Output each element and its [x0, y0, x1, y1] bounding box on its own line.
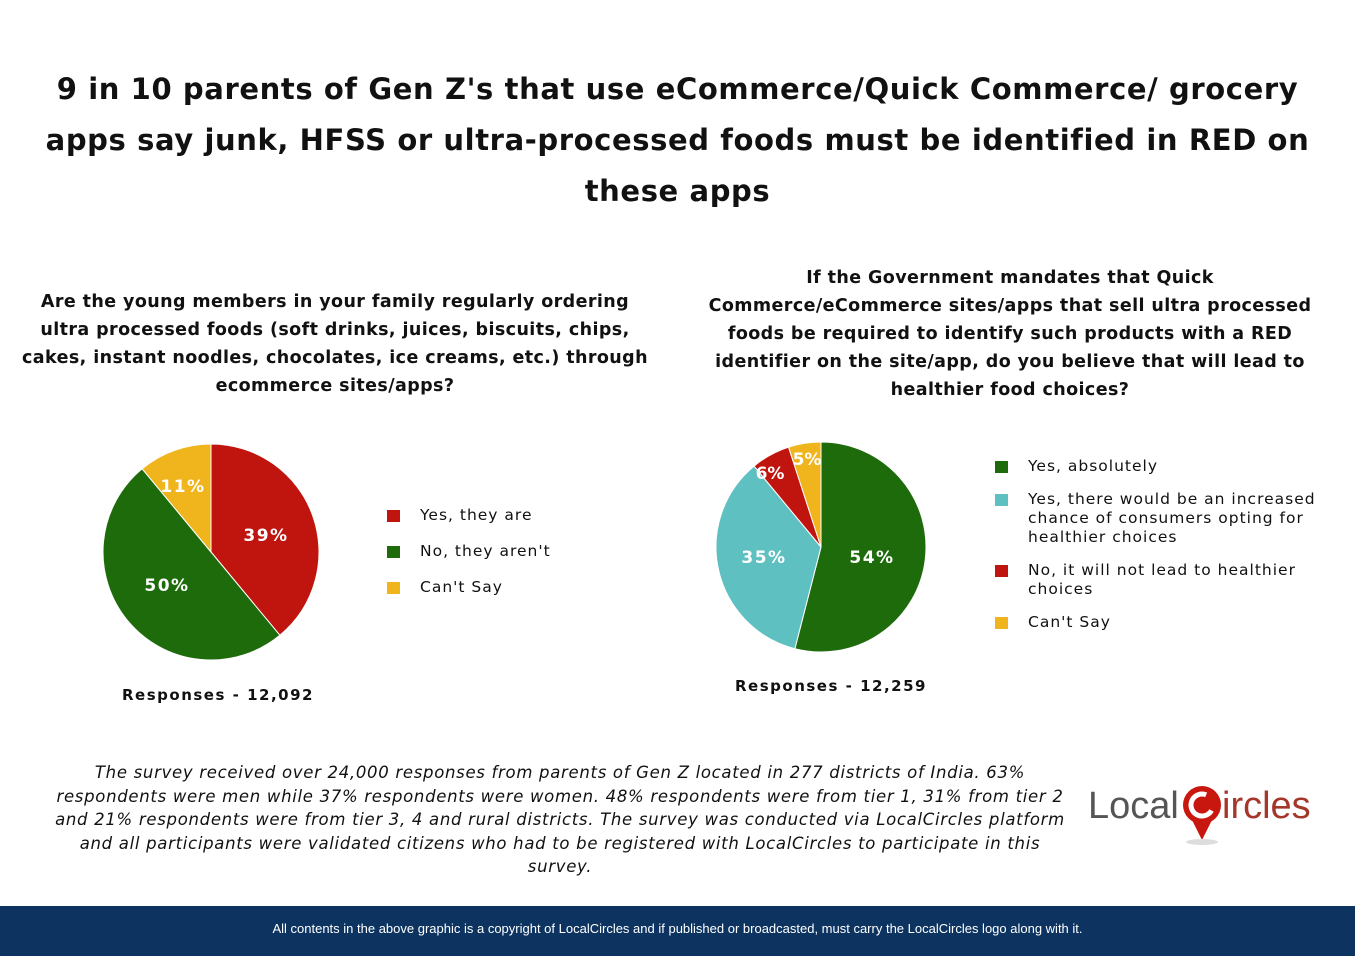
legend-swatch: [387, 546, 400, 558]
pie-data-label: 50%: [144, 576, 189, 596]
pie-slice: [794, 441, 927, 653]
pie-data-label: 5%: [793, 450, 822, 470]
pie-slice: [102, 468, 281, 661]
svg-text:Local: Local: [1088, 785, 1179, 827]
pie-data-label: 35%: [741, 548, 786, 568]
copyright-footer: All contents in the above graphic is a c…: [0, 906, 1355, 956]
chart2-legend: Yes, absolutely Yes, there would be an i…: [995, 457, 1335, 632]
legend-item: Can't Say: [995, 613, 1335, 632]
legend-label: Yes, they are: [420, 506, 533, 524]
legend-swatch: [387, 582, 400, 594]
pie-slice: [787, 441, 822, 548]
legend-label: Yes, there would be an increased chance …: [1028, 490, 1316, 546]
pie-slice: [715, 465, 822, 650]
pie-slice: [141, 443, 212, 554]
legend-swatch: [995, 617, 1008, 629]
legend-item: No, it will not lead to healthier choice…: [995, 561, 1335, 599]
pie-slice: [210, 443, 320, 636]
chart1-responses: Responses - 12,092: [122, 686, 314, 704]
pie-data-label: 39%: [243, 526, 288, 546]
legend-swatch: [995, 494, 1008, 506]
legend-swatch: [387, 510, 400, 522]
legend-label: No, they aren't: [420, 542, 551, 560]
legend-item: Yes, they are: [387, 506, 687, 525]
legend-item: Can't Say: [387, 578, 687, 597]
chart1-legend: Yes, they are No, they aren't Can't Say: [387, 506, 687, 597]
legend-item: Yes, absolutely: [995, 457, 1335, 476]
chart1-question: Are the young members in your family reg…: [22, 292, 648, 396]
legend-item: Yes, there would be an increased chance …: [995, 490, 1335, 547]
legend-swatch: [995, 461, 1008, 473]
chart2-responses: Responses - 12,259: [735, 677, 927, 695]
chart2-question: If the Government mandates that Quick Co…: [708, 268, 1312, 400]
legend-swatch: [995, 565, 1008, 577]
legend-label: Yes, absolutely: [1028, 457, 1158, 475]
main-title: 9 in 10 parents of Gen Z's that use eCom…: [45, 72, 1310, 208]
legend-label: Can't Say: [1028, 613, 1111, 631]
survey-note: The survey received over 24,000 response…: [55, 763, 1065, 876]
pie-data-label: 11%: [160, 477, 205, 497]
localcircles-logo: Local ircles: [1088, 780, 1328, 850]
legend-label: Can't Say: [420, 578, 503, 596]
svg-text:ircles: ircles: [1222, 785, 1311, 827]
pie-data-label: 54%: [849, 548, 894, 568]
legend-label: No, it will not lead to healthier choice…: [1028, 561, 1296, 598]
pie-data-label: 6%: [756, 464, 785, 484]
legend-item: No, they aren't: [387, 542, 687, 561]
